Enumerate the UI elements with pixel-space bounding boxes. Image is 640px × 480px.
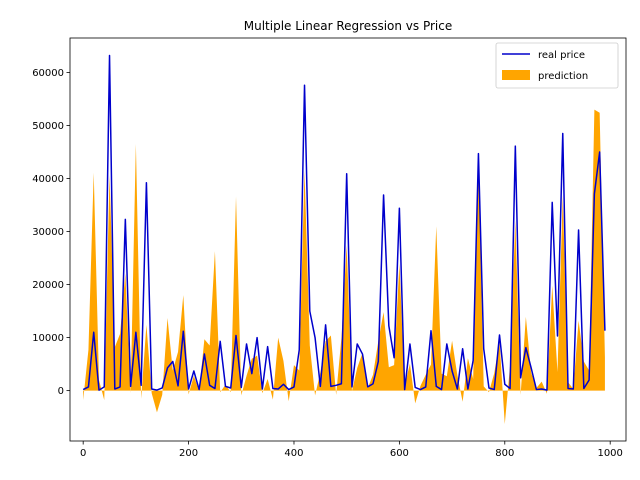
y-tick-label: 50000 (32, 121, 64, 132)
ticks: 0 200 400 600 800 100001000020000300004000050… (32, 68, 623, 459)
y-tick-label: 40000 (32, 174, 64, 185)
y-tick-label: 20000 (32, 280, 64, 291)
y-tick-label: 0 (58, 386, 64, 397)
y-tick-label: 30000 (32, 227, 64, 238)
y-tick-label: 10000 (32, 333, 64, 344)
x-tick-label: 200 (179, 448, 198, 459)
legend-label-prediction: prediction (538, 71, 588, 82)
prediction-area (83, 109, 605, 425)
x-tick-label: 800 (495, 448, 514, 459)
plot-area (82, 54, 606, 425)
x-tick-label: 1000 (597, 448, 622, 459)
real-price-line (82, 54, 606, 391)
x-tick-label: 400 (284, 448, 303, 459)
x-tick-label: 0 (80, 448, 86, 459)
legend: real price prediction (495, 42, 619, 89)
y-tick-label: 60000 (32, 68, 64, 79)
axes-frame (69, 37, 627, 442)
legend-label-real-price: real price (538, 50, 585, 61)
x-tick-label: 600 (390, 448, 409, 459)
chart-title: Multiple Linear Regression vs Price (244, 19, 452, 33)
legend-prediction-area-swatch (502, 70, 530, 80)
